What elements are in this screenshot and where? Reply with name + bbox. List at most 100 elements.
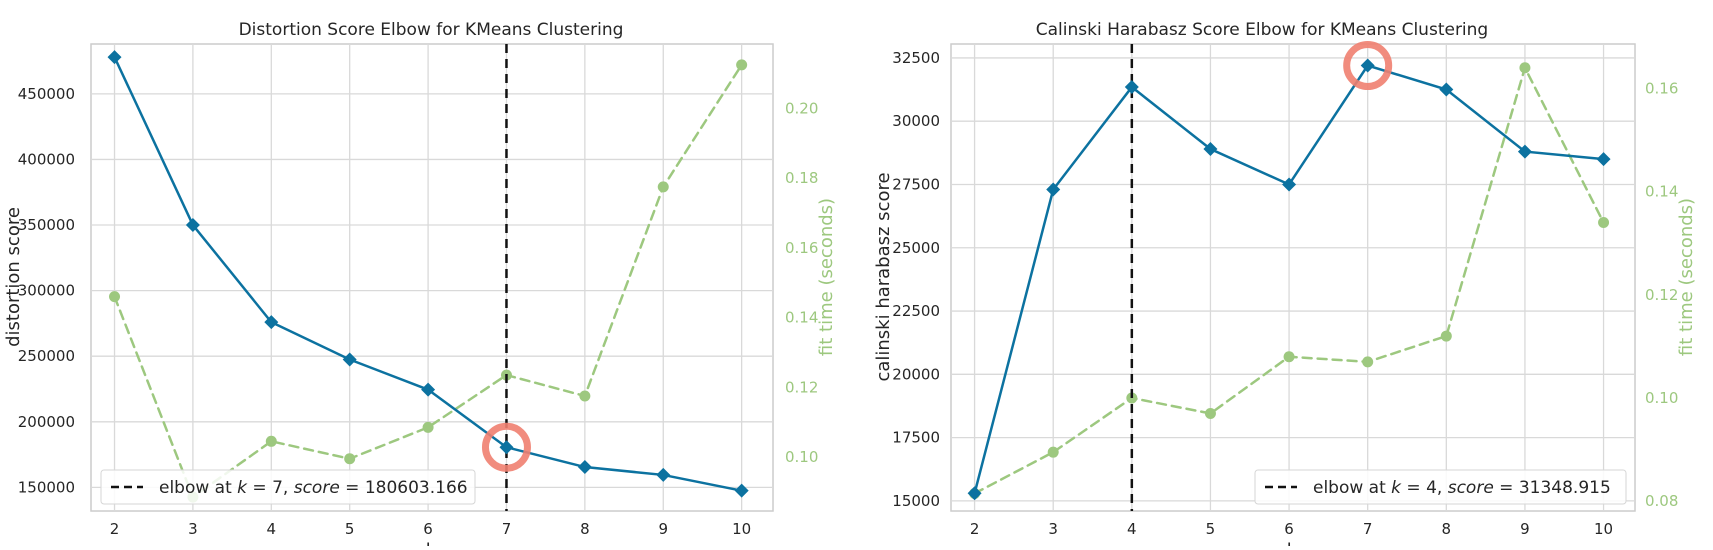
x-axis-label: k xyxy=(426,540,437,546)
legend-box xyxy=(100,469,476,505)
y2-tick-label: 0.10 xyxy=(1645,389,1678,407)
x-tick-label: 2 xyxy=(970,520,980,538)
x-tick-label: 5 xyxy=(1206,520,1216,538)
y2-tick-label: 0.12 xyxy=(785,378,818,396)
x-tick-label: 7 xyxy=(1363,520,1373,538)
x-tick-label: 5 xyxy=(345,520,355,538)
score-point xyxy=(656,467,671,482)
fit-time-point xyxy=(1283,351,1295,363)
y-tick-label: 450000 xyxy=(18,85,75,103)
plot-area xyxy=(90,43,774,512)
score-point xyxy=(499,440,514,455)
y2-tick-label: 0.16 xyxy=(785,239,818,257)
y2-tick-label: 0.10 xyxy=(785,448,818,466)
x-tick-label: 2 xyxy=(110,520,120,538)
y-tick-label: 27500 xyxy=(892,175,940,193)
fit-time-point xyxy=(657,181,669,193)
x-tick-label: 8 xyxy=(1442,520,1452,538)
score-point xyxy=(577,460,592,475)
x-tick-labels: 2 3 4 5 6 7 8 9 10 xyxy=(970,520,1613,538)
y-tick-label: 350000 xyxy=(18,216,75,234)
fit-time-point xyxy=(1204,407,1216,419)
calinski-chart: Calinski Harabasz Score Elbow for KMeans… xyxy=(873,20,1697,550)
x-tick-label: 3 xyxy=(1048,520,1058,538)
y2-tick-label: 0.14 xyxy=(785,309,818,327)
chart-title: Distortion Score Elbow for KMeans Cluste… xyxy=(239,20,624,40)
fit-time-point xyxy=(344,453,356,465)
score-point xyxy=(1124,80,1139,95)
score-point xyxy=(1203,142,1218,157)
x-tick-label: 9 xyxy=(658,520,668,538)
fit-time-point xyxy=(1598,217,1610,229)
highlight-ring xyxy=(1343,41,1393,91)
fit-time-point xyxy=(1440,330,1452,342)
score-point xyxy=(1046,182,1061,197)
y2-tick-label: 0.12 xyxy=(1645,286,1678,304)
y-tick-label: 22500 xyxy=(892,302,940,320)
y-tick-label: 150000 xyxy=(18,478,75,496)
fit-time-point xyxy=(1362,356,1374,368)
x-tick-label: 9 xyxy=(1520,520,1530,538)
y-tick-label: 17500 xyxy=(892,429,940,447)
x-axis-label: k xyxy=(1287,540,1298,546)
legend-elbow-label: elbow at k = 4, score = 31348.915 xyxy=(1313,478,1611,498)
y2-tick-label: 0.18 xyxy=(785,169,818,187)
y-axis-label: calinski harabasz score xyxy=(873,172,894,381)
x-tick-label: 6 xyxy=(423,520,433,538)
y-tick-labels: 15000 17500 20000 22500 25000 27500 3000… xyxy=(892,49,940,510)
score-point xyxy=(734,483,749,498)
y-tick-label: 32500 xyxy=(892,49,940,67)
x-tick-label: 6 xyxy=(1284,520,1294,538)
score-point xyxy=(107,50,122,65)
series-layer xyxy=(967,41,1611,511)
y2-tick-label: 0.20 xyxy=(785,99,818,117)
score-point xyxy=(1282,177,1297,192)
x-tick-labels: 2 3 4 5 6 7 8 9 10 xyxy=(110,520,751,538)
score-point xyxy=(1439,82,1454,97)
y2-tick-label: 0.08 xyxy=(1645,492,1678,510)
fit-time-point xyxy=(1519,62,1531,74)
score-point xyxy=(1517,144,1532,159)
x-tick-label: 3 xyxy=(188,520,198,538)
y2-tick-labels: 0.10 0.12 0.14 0.16 0.18 0.20 xyxy=(785,99,818,466)
score-point xyxy=(264,315,279,330)
score-point xyxy=(421,382,436,397)
y2-axis-label: fit time (seconds) xyxy=(816,198,837,356)
y-tick-label: 300000 xyxy=(18,282,75,300)
y2-tick-label: 0.16 xyxy=(1645,79,1678,97)
distortion-chart: Distortion Score Elbow for KMeans Cluste… xyxy=(3,20,837,550)
score-point xyxy=(1360,58,1375,73)
score-point xyxy=(342,352,357,367)
x-tick-label: 4 xyxy=(1127,520,1137,538)
y-tick-label: 400000 xyxy=(18,150,75,168)
fit-time-point xyxy=(1047,446,1059,458)
y-axis-label: distortion score xyxy=(3,207,24,347)
y-tick-label: 15000 xyxy=(892,492,940,510)
highlight-ring xyxy=(481,422,531,472)
fit-time-point xyxy=(736,59,748,71)
legend-elbow-label: elbow at k = 7, score = 180603.166 xyxy=(159,478,468,498)
y-tick-label: 200000 xyxy=(18,413,75,431)
x-tick-label: 4 xyxy=(267,520,277,538)
score-point xyxy=(1596,152,1611,167)
x-tick-label: 8 xyxy=(580,520,590,538)
legend: elbow at k = 7, score = 180603.166 xyxy=(100,469,476,505)
fit-time-point xyxy=(109,291,121,303)
x-tick-label: 10 xyxy=(1594,520,1613,538)
y2-tick-labels: 0.08 0.10 0.12 0.14 0.16 xyxy=(1645,79,1678,510)
score-point xyxy=(967,486,982,501)
y2-tick-label: 0.14 xyxy=(1645,183,1678,201)
y-tick-labels: 150000 200000 250000 300000 350000 40000… xyxy=(18,85,75,497)
y-tick-label: 30000 xyxy=(892,112,940,130)
legend: elbow at k = 4, score = 31348.915 xyxy=(1254,469,1627,505)
y-tick-label: 250000 xyxy=(18,347,75,365)
y-tick-label: 25000 xyxy=(892,239,940,257)
x-tick-label: 10 xyxy=(732,520,751,538)
fit-time-point xyxy=(579,390,591,402)
y-tick-label: 20000 xyxy=(892,365,940,383)
x-tick-label: 7 xyxy=(502,520,512,538)
fit-time-point xyxy=(265,435,277,447)
legend-box xyxy=(1254,469,1627,505)
